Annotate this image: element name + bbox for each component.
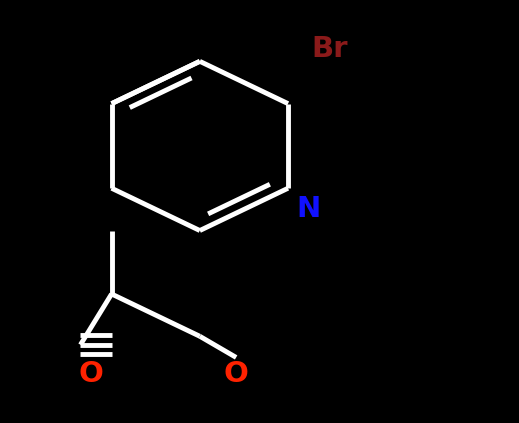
Text: O: O <box>78 360 103 388</box>
Text: O: O <box>224 360 249 388</box>
Text: N: N <box>297 195 321 223</box>
Text: Br: Br <box>311 35 348 63</box>
